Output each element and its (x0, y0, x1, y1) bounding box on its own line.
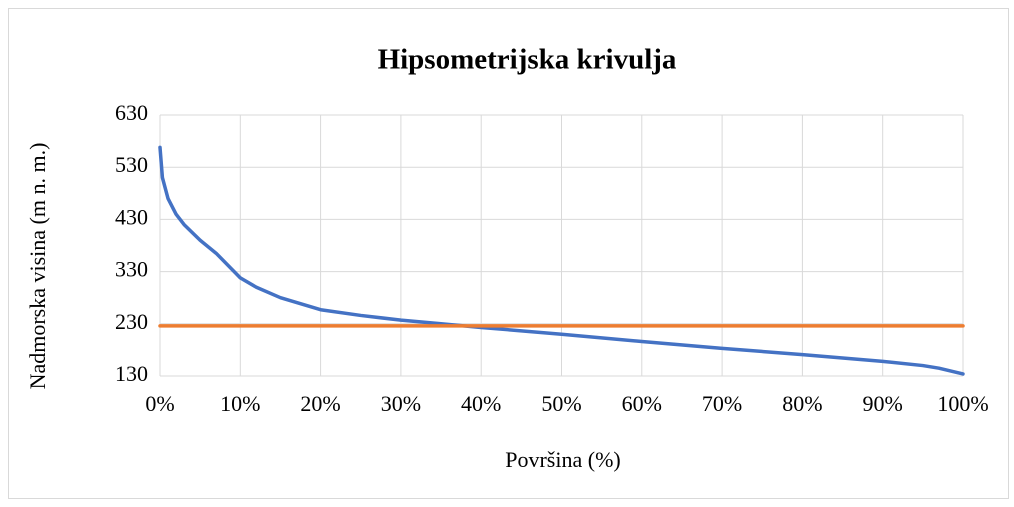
chart-border (8, 8, 1009, 499)
y-tick-label: 130 (115, 361, 148, 386)
x-tick-label: 40% (461, 391, 501, 416)
y-tick-label: 330 (115, 257, 148, 282)
y-tick-label: 630 (115, 100, 148, 125)
x-tick-label: 0% (145, 391, 174, 416)
x-tick-label: 20% (300, 391, 340, 416)
y-axis-label: Nadmorska visina (m n. m.) (25, 143, 50, 390)
x-tick-label: 70% (702, 391, 742, 416)
y-tick-label: 230 (115, 309, 148, 334)
chart-title: Hipsometrijska krivulja (378, 44, 677, 76)
y-tick-label: 530 (115, 152, 148, 177)
line-series (158, 145, 965, 376)
y-tick-label: 430 (115, 204, 148, 229)
x-tick-label: 90% (863, 391, 903, 416)
x-tick-label: 80% (782, 391, 822, 416)
x-tick-label: 100% (937, 391, 988, 416)
x-tick-label: 60% (622, 391, 662, 416)
x-tick-label: 10% (220, 391, 260, 416)
x-tick-label: 50% (541, 391, 581, 416)
x-tick-label: 30% (381, 391, 421, 416)
x-axis-label: Površina (%) (505, 447, 620, 472)
